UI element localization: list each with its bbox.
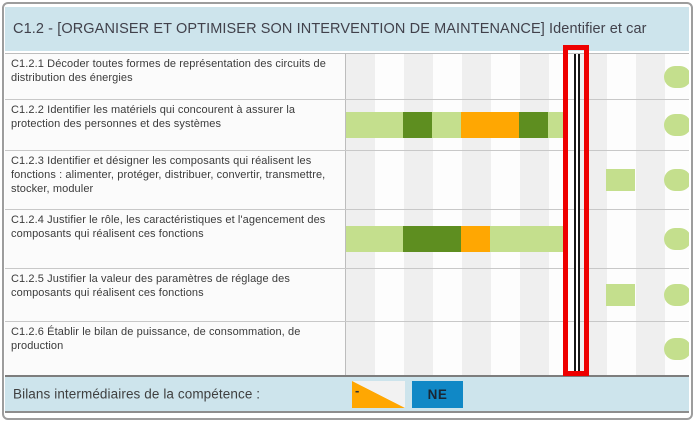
row-label-c123: C1.2.3 Identifier et désigner les compos…	[5, 151, 346, 209]
evaluation-segment-dark_green	[519, 112, 548, 138]
highlight-red-box	[563, 45, 589, 376]
evaluation-segment-orange	[461, 226, 490, 252]
table-row: C1.2.4 Justifier le rôle, les caractéris…	[5, 210, 689, 269]
evaluation-segment-light_green	[432, 112, 461, 138]
row-status-pill	[664, 228, 689, 250]
evaluation-grid-row-c126[interactable]	[346, 322, 689, 375]
row-label-c121: C1.2.1 Décoder toutes formes de représen…	[5, 54, 346, 99]
evaluation-grid-row-c122[interactable]	[346, 100, 689, 150]
evaluation-grid-row-c123[interactable]	[346, 151, 689, 209]
evaluation-segment-light_green	[548, 112, 565, 138]
footer-band: Bilans intermédiaires de la compétence :…	[5, 375, 689, 413]
row-status-pill	[664, 284, 689, 306]
competency-table: C1.2.1 Décoder toutes formes de représen…	[5, 53, 689, 376]
orange-triangle-icon	[352, 381, 405, 408]
row-label-c124: C1.2.4 Justifier le rôle, les caractéris…	[5, 210, 346, 268]
table-row: C1.2.2 Identifier les matériels qui conc…	[5, 100, 689, 151]
evaluation-segment-dark_green	[403, 112, 432, 138]
evaluation-grid-row-c121[interactable]	[346, 54, 689, 99]
ne-status-badge[interactable]: NE	[412, 381, 463, 408]
evaluation-segment-light_green	[346, 112, 403, 138]
evaluation-grid-row-c125[interactable]	[346, 269, 689, 321]
row-label-c126: C1.2.6 Établir le bilan de puissance, de…	[5, 322, 346, 375]
evaluation-square-light-green	[606, 169, 635, 191]
evaluation-segment-light_green	[490, 226, 565, 252]
footer-label: Bilans intermédiaires de la compétence :	[13, 386, 261, 402]
table-row: C1.2.1 Décoder toutes formes de représen…	[5, 54, 689, 100]
evaluation-square-light-green	[606, 284, 635, 306]
row-status-pill	[664, 169, 689, 191]
table-row: C1.2.5 Justifier la valeur des paramètre…	[5, 269, 689, 322]
intermediate-result-triangle-badge[interactable]: -	[352, 381, 405, 408]
row-status-pill	[664, 65, 689, 88]
current-date-separator	[574, 54, 580, 376]
row-status-pill	[664, 114, 689, 136]
competency-title: C1.2 - [ORGANISER ET OPTIMISER SON INTER…	[13, 21, 647, 37]
competency-header: C1.2 - [ORGANISER ET OPTIMISER SON INTER…	[5, 7, 689, 51]
table-row: C1.2.3 Identifier et désigner les compos…	[5, 151, 689, 210]
triangle-badge-label: -	[355, 383, 360, 398]
evaluation-grid-row-c124[interactable]	[346, 210, 689, 268]
evaluation-segment-orange	[461, 112, 519, 138]
row-status-pill	[664, 337, 689, 360]
table-row: C1.2.6 Établir le bilan de puissance, de…	[5, 322, 689, 376]
evaluation-segment-light_green	[346, 226, 403, 252]
row-label-c122: C1.2.2 Identifier les matériels qui conc…	[5, 100, 346, 150]
evaluation-segment-dark_green	[403, 226, 461, 252]
row-label-c125: C1.2.5 Justifier la valeur des paramètre…	[5, 269, 346, 321]
